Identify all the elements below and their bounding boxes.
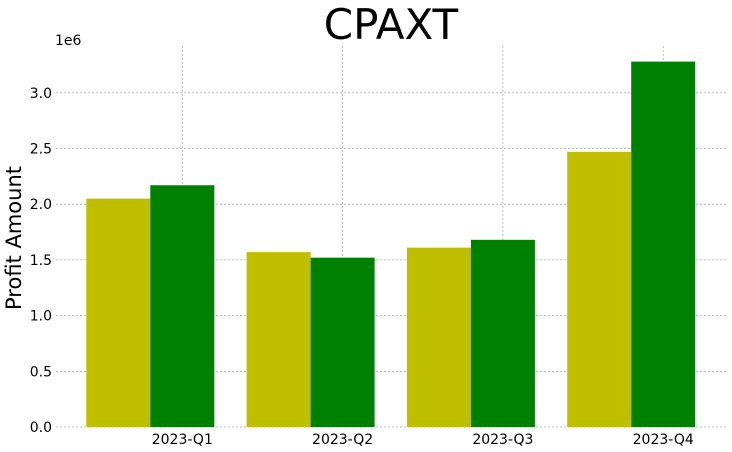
y-tick-label: 1.5 (30, 253, 52, 269)
y-tick-label: 3.0 (30, 86, 52, 102)
bar-2023-Q3-series-2 (470, 239, 535, 427)
x-tick-labels: 2023-Q1 2023-Q2 2023-Q3 2023-Q4 (152, 432, 694, 448)
y-axis-label: Profit Amount (2, 166, 26, 310)
y-axis-scale-label: 1e6 (55, 33, 82, 49)
bar-2023-Q2-series-1 (246, 252, 311, 427)
x-tick-label: 2023-Q2 (312, 432, 373, 448)
bar-2023-Q4-series-1 (567, 151, 632, 428)
bar-2023-Q1-series-1 (86, 198, 151, 427)
bars (86, 61, 696, 428)
chart-title: CPAXT (324, 0, 459, 49)
x-tick-label: 2023-Q3 (472, 432, 533, 448)
bar-2023-Q1-series-2 (150, 185, 215, 427)
bar-2023-Q4-series-2 (631, 61, 696, 427)
x-tick-label: 2023-Q1 (152, 432, 213, 448)
x-tick-label: 2023-Q4 (633, 432, 694, 448)
y-tick-label: 2.0 (30, 197, 52, 213)
y-tick-labels: 0.0 0.5 1.0 1.5 2.0 2.5 3.0 (30, 86, 52, 436)
y-tick-label: 0.5 (30, 364, 52, 380)
y-tick-label: 2.5 (30, 141, 52, 157)
bar-2023-Q3-series-1 (406, 247, 471, 427)
bar-2023-Q2-series-2 (310, 257, 375, 427)
y-tick-label: 1.0 (30, 309, 52, 325)
y-tick-label: 0.0 (30, 420, 52, 436)
